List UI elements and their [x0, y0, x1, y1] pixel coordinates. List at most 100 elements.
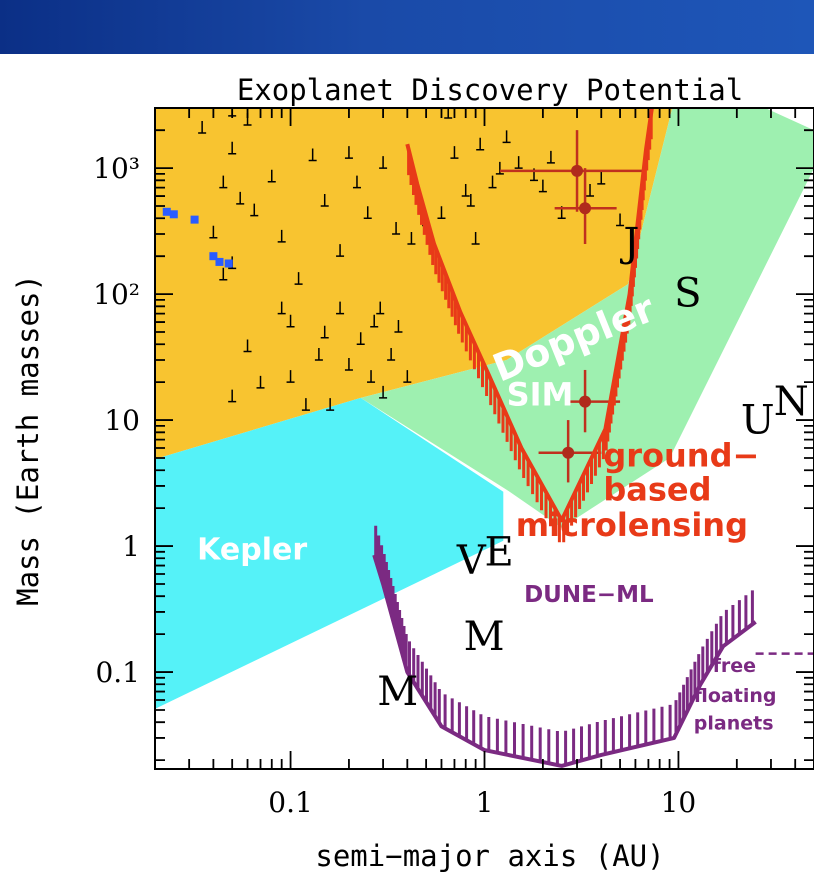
- transit-planet: [169, 210, 178, 219]
- detected-planet: [236, 191, 245, 205]
- detected-planet: [256, 375, 265, 389]
- plot-frame: [154, 107, 814, 770]
- detected-planet: [461, 184, 470, 197]
- transit-planet: [162, 207, 171, 216]
- detected-planet: [294, 272, 303, 285]
- discovery-regions: [155, 108, 814, 709]
- microlensing-hatch: [407, 113, 653, 543]
- detected-planet: [370, 314, 379, 328]
- detected-planet: [314, 347, 323, 361]
- solar-system-label: J: [619, 220, 639, 266]
- y-axis-label: Mass (Earth masses): [11, 274, 45, 606]
- detected-planet: [228, 389, 237, 403]
- solar-system-label: M: [377, 669, 418, 715]
- detected-planet: [514, 156, 523, 169]
- microlensing-planet: [579, 395, 592, 408]
- detected-planet: [502, 130, 511, 144]
- detected-planet: [301, 398, 310, 411]
- solar-system-label: N: [774, 379, 809, 425]
- y-tick-label: 10³: [93, 152, 140, 185]
- transit-planet: [224, 259, 233, 268]
- detected-planet: [286, 314, 295, 328]
- transit-planet: [209, 252, 218, 261]
- detected-planet: [450, 146, 459, 159]
- detected-planet: [538, 179, 547, 193]
- detected-planet: [243, 339, 252, 353]
- header-banner: [0, 0, 814, 54]
- detected-planet: [344, 146, 353, 159]
- detected-planet: [267, 169, 276, 183]
- detected-planet: [219, 175, 228, 189]
- transit-planet: [190, 215, 199, 224]
- detected-planet: [597, 171, 606, 185]
- x-axis-label: semi−major axis (AU): [315, 839, 664, 873]
- detected-planet: [356, 332, 365, 345]
- sensitivity-curves: [372, 108, 814, 768]
- detected-planet: [403, 370, 412, 383]
- microlensing-planet: [571, 164, 584, 177]
- region-label: floating: [694, 685, 777, 707]
- chart-title: Exoplanet Discovery Potential: [237, 73, 743, 107]
- detected-planet: [277, 229, 286, 243]
- planet-points: [162, 108, 643, 483]
- detected-planet: [546, 150, 555, 164]
- transit-planet: [215, 257, 224, 266]
- microlensing-planet: [579, 202, 592, 215]
- solar-system-label: M: [464, 614, 505, 660]
- detected-planet: [471, 231, 480, 245]
- solar-system-label: U: [741, 398, 775, 444]
- detected-planet: [363, 206, 372, 219]
- microlensing-planet: [562, 446, 575, 459]
- detected-planet: [336, 244, 345, 257]
- detected-planet: [209, 225, 218, 239]
- y-tick-label: 0.1: [95, 656, 140, 689]
- detected-planet: [379, 156, 388, 169]
- detected-planet: [286, 370, 295, 383]
- detected-planet: [437, 206, 446, 219]
- tick-labels: 0.1 1 10 0.1 1 10 10² 10³: [93, 152, 696, 819]
- region-label: microlensing: [516, 506, 748, 544]
- detected-planet: [320, 194, 329, 207]
- detected-planet: [488, 175, 497, 189]
- region-label: based: [603, 470, 711, 508]
- detected-planet: [326, 398, 335, 411]
- region-kepler: [155, 397, 504, 709]
- detected-planet: [616, 213, 625, 227]
- detected-planet: [376, 301, 385, 315]
- dune-ml-hatch: [374, 525, 754, 765]
- detected-planet: [394, 320, 403, 333]
- detected-planet: [320, 325, 329, 339]
- detected-planet: [219, 267, 228, 281]
- detected-planet: [444, 108, 453, 119]
- detected-planet: [308, 148, 317, 162]
- region-label: DUNE−ML: [524, 582, 654, 608]
- solar-system-label: S: [674, 270, 701, 316]
- x-tick-label: 1: [476, 786, 494, 819]
- detected-planet: [392, 221, 401, 235]
- detected-planet: [387, 347, 396, 361]
- detected-planet: [586, 184, 595, 197]
- region-sim: [360, 108, 814, 528]
- x-tick-label: 10: [661, 786, 697, 819]
- detected-planet: [352, 175, 361, 189]
- region-doppler: [155, 108, 673, 460]
- region-label: SIM: [507, 376, 574, 414]
- detected-planet: [476, 137, 485, 151]
- detected-planet: [407, 231, 416, 245]
- detected-planet: [367, 370, 376, 383]
- detected-planet: [277, 301, 286, 315]
- solar-system-label: V: [456, 538, 487, 584]
- detected-planet: [250, 203, 259, 217]
- x-tick-label: 0.1: [268, 786, 313, 819]
- detected-planet: [379, 385, 388, 399]
- detected-planet: [336, 301, 345, 315]
- y-tick-label: 10²: [93, 278, 140, 311]
- y-tick-label: 10: [104, 404, 140, 437]
- solar-system-label: E: [485, 530, 514, 576]
- region-label: Kepler: [197, 533, 307, 568]
- detected-planet: [228, 141, 237, 155]
- y-tick-label: 1: [122, 530, 140, 563]
- region-label: planets: [694, 712, 774, 734]
- detected-planet: [198, 120, 207, 134]
